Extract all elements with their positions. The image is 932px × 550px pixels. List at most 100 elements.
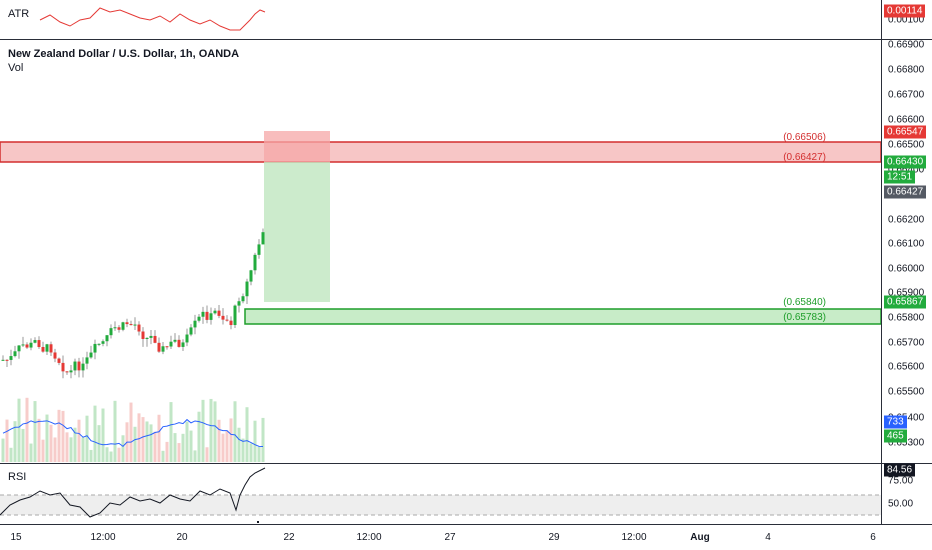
candle (157, 342, 161, 352)
volume-bar (5, 419, 9, 462)
time-tick: 4 (765, 532, 771, 543)
candle (29, 342, 33, 348)
volume-badge: 465 (884, 429, 907, 443)
price-axis[interactable]: 0.66900 0.66800 0.66700 0.66600 0.66500 0.664… (881, 40, 932, 463)
candle (97, 343, 101, 345)
volume-bar (93, 405, 97, 462)
rsi-label: RSI (8, 471, 27, 483)
resistance-zone[interactable] (0, 141, 881, 163)
candle (241, 296, 245, 302)
candle (205, 311, 209, 320)
volume-bar (169, 402, 173, 462)
upper-zone-badge: 0.66547 (884, 125, 927, 139)
candle (133, 324, 137, 326)
volume-bar (165, 441, 169, 462)
volume-bar (209, 398, 213, 462)
candle (193, 320, 197, 328)
volume-bar (241, 438, 245, 462)
time-tick: 12:00 (90, 532, 116, 543)
candle (121, 322, 125, 330)
price-tick: 0.66400 (888, 165, 924, 176)
candle (109, 328, 113, 336)
volume-bar (201, 399, 205, 462)
volume-bar (217, 419, 221, 462)
volume-bar (253, 420, 257, 462)
volume-bar (45, 414, 49, 462)
position-target-area[interactable] (264, 162, 330, 302)
candle (65, 371, 69, 373)
rsi-tick: 50.00 (888, 498, 914, 510)
price-chart (0, 131, 881, 462)
candle (149, 335, 153, 338)
candle (257, 244, 261, 255)
candle (221, 315, 225, 320)
volume-bar (53, 437, 57, 462)
candle (253, 254, 257, 271)
volume-bar (9, 447, 13, 462)
candle (145, 337, 149, 339)
volume-bar (109, 451, 113, 462)
atr-pane[interactable]: ATR (0, 0, 881, 38)
candle (201, 311, 205, 317)
volume-bar (129, 402, 133, 462)
price-tick: 0.66000 (888, 263, 925, 275)
candle (165, 346, 169, 348)
candles (1, 228, 265, 379)
rsi-pane[interactable]: RSI (0, 465, 881, 523)
volume-bar (13, 421, 17, 462)
candle (125, 322, 129, 325)
candle (41, 346, 45, 352)
candle (137, 324, 141, 332)
price-tick: 0.66900 (888, 39, 925, 51)
candle (73, 361, 77, 371)
main-chart-pane[interactable]: New Zealand Dollar / U.S. Dollar, 1h, OA… (0, 40, 881, 462)
volume-bar (233, 401, 237, 462)
atr-tick: 0.00100 (888, 14, 925, 26)
chart-title: New Zealand Dollar / U.S. Dollar, 1h, OA… (8, 48, 240, 60)
rsi-axis[interactable]: 75.00 50.00 84.56 (881, 463, 932, 524)
atr-value-badge: 0.00114 (884, 4, 926, 18)
volume-bar (137, 413, 141, 462)
candle (9, 356, 13, 360)
candle (101, 341, 105, 344)
position-stop-area[interactable] (264, 131, 330, 162)
time-tick: 12:00 (621, 532, 647, 543)
candle (129, 324, 133, 326)
candle (105, 335, 109, 342)
support-zone[interactable] (244, 308, 881, 325)
candle (177, 339, 181, 347)
time-tick: 15 (10, 532, 22, 543)
volume-bar (85, 415, 89, 462)
volume-bar (145, 421, 149, 462)
volume-bar (121, 435, 125, 462)
atr-label: ATR (8, 8, 30, 20)
bid-badge: 0.66427 (884, 185, 927, 199)
volume-bar (141, 417, 145, 462)
volume-bar (261, 417, 265, 462)
candle (173, 339, 177, 342)
volume-bar (225, 430, 229, 462)
last-price-badge: 0.66430 (884, 155, 927, 169)
volume-bar (113, 400, 117, 462)
candle (229, 320, 233, 326)
support-bottom-label: (0.65783) (783, 312, 826, 323)
candle (33, 340, 37, 343)
volume-label: Vol (8, 62, 24, 74)
price-tick: 0.65500 (888, 386, 925, 398)
time-tick: Aug (690, 532, 710, 543)
volume-bar (1, 438, 5, 462)
time-tick: 27 (444, 532, 456, 543)
time-axis-border (0, 524, 932, 525)
candle (217, 310, 221, 316)
volume-bar (61, 410, 65, 462)
atr-price-axis[interactable]: 0.00100 0.00114 (881, 0, 932, 39)
volume-bars (1, 397, 265, 462)
candle (181, 342, 185, 347)
price-tick: 0.66700 (888, 89, 925, 101)
price-tick: 0.65700 (888, 337, 925, 349)
rsi-chart (0, 467, 881, 523)
volume-bar (149, 424, 153, 462)
volume-bar (57, 409, 61, 462)
volume-ma-line (2, 418, 264, 448)
volume-bar (193, 450, 197, 462)
